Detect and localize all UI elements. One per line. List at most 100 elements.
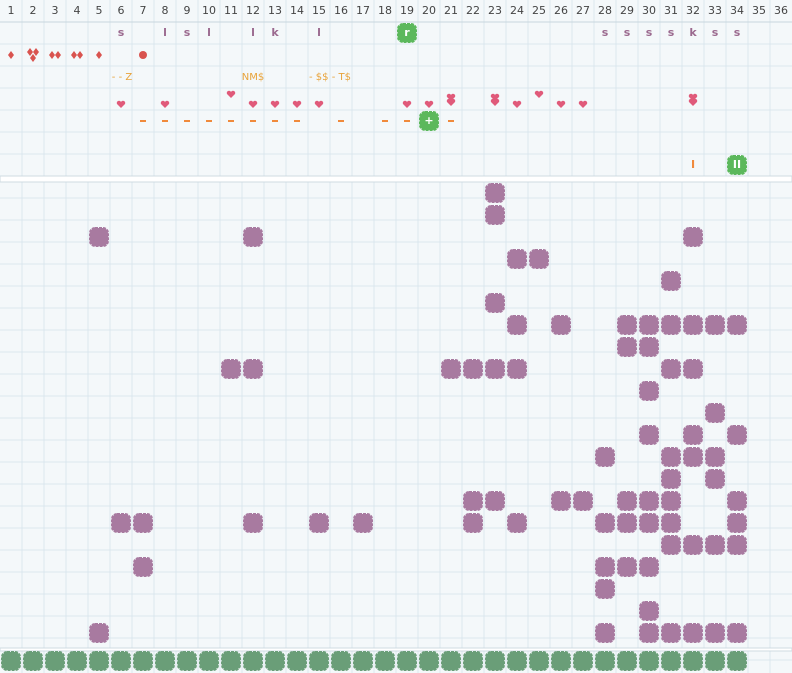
green-tile [419, 111, 439, 131]
clue-letter: s [118, 26, 125, 39]
green-cell [727, 651, 747, 671]
green-cell [551, 651, 571, 671]
clue-symbol: NM$ [242, 72, 264, 83]
heart [688, 93, 698, 101]
diamond [8, 51, 14, 59]
heart [292, 100, 302, 108]
column-header: 15 [312, 4, 326, 17]
purple-cell [639, 601, 659, 621]
purple-cell [705, 535, 725, 555]
green-cell [419, 651, 439, 671]
purple-cell [683, 227, 703, 247]
clue-cross: + [424, 114, 433, 127]
column-header: 29 [620, 4, 634, 17]
purple-cell [639, 425, 659, 445]
purple-cell [683, 315, 703, 335]
heart [688, 98, 698, 106]
purple-cell [705, 447, 725, 467]
column-header: 7 [140, 4, 147, 17]
diamond [49, 51, 55, 59]
column-header: 20 [422, 4, 436, 17]
purple-cell [133, 513, 153, 533]
clue-letter: s [734, 26, 741, 39]
purple-cell [89, 623, 109, 643]
purple-cell [683, 447, 703, 467]
separator [0, 175, 792, 183]
diamond [30, 54, 36, 62]
purple-cell [485, 491, 505, 511]
column-header: 31 [664, 4, 678, 17]
green-cell [133, 651, 153, 671]
column-header: 25 [532, 4, 546, 17]
purple-cell [705, 623, 725, 643]
clue-bar: I [691, 158, 695, 171]
purple-cell [595, 557, 615, 577]
column-header: 3 [52, 4, 59, 17]
purple-cell [111, 513, 131, 533]
purple-cell [507, 513, 527, 533]
green-cell [155, 651, 175, 671]
purple-cell [463, 359, 483, 379]
purple-cell [683, 535, 703, 555]
heart [556, 100, 566, 108]
purple-cell [683, 425, 703, 445]
green-cell [177, 651, 197, 671]
purple-cell [595, 513, 615, 533]
green-cell [441, 651, 461, 671]
heart [446, 93, 456, 101]
green-cell [309, 651, 329, 671]
purple-cell [595, 623, 615, 643]
purple-cell [463, 491, 483, 511]
column-header: 8 [162, 4, 169, 17]
purple-cell [639, 557, 659, 577]
purple-cell [463, 513, 483, 533]
column-header: 35 [752, 4, 766, 17]
green-cell [353, 651, 373, 671]
green-cell [111, 651, 131, 671]
purple-cell [485, 293, 505, 313]
clue-letter: k [689, 26, 697, 39]
green-cell [639, 651, 659, 671]
purple-cell [639, 381, 659, 401]
green-cell [375, 651, 395, 671]
heart [270, 100, 280, 108]
purple-cell [507, 249, 527, 269]
purple-cell [507, 359, 527, 379]
column-header: 2 [30, 4, 37, 17]
purple-cell [661, 623, 681, 643]
purple-cell [661, 469, 681, 489]
diamond [55, 51, 61, 59]
purple-cell [573, 491, 593, 511]
purple-cell [551, 491, 571, 511]
green-tile [727, 155, 747, 175]
heart [512, 100, 522, 108]
purple-cell [507, 315, 527, 335]
purple-cell [661, 491, 681, 511]
column-header: 32 [686, 4, 700, 17]
heart [534, 90, 544, 98]
green-cell [265, 651, 285, 671]
column-header: 10 [202, 4, 216, 17]
diamond [96, 51, 102, 59]
clue-letter: l [207, 26, 211, 39]
green-cell [617, 651, 637, 671]
purple-cell [485, 183, 505, 203]
purple-cell [617, 557, 637, 577]
purple-cell [353, 513, 373, 533]
purple-cell [639, 513, 659, 533]
column-header: 1 [8, 4, 15, 17]
green-cell [1, 651, 21, 671]
diamond [33, 48, 39, 56]
purple-cell [639, 491, 659, 511]
purple-cell [727, 623, 747, 643]
green-cell [463, 651, 483, 671]
heart [226, 90, 236, 98]
column-header: 4 [74, 4, 81, 17]
diamond [77, 51, 83, 59]
clue-letter: k [271, 26, 279, 39]
clue-letter: s [668, 26, 675, 39]
heart [160, 100, 170, 108]
purple-cell [705, 469, 725, 489]
heart [424, 100, 434, 108]
